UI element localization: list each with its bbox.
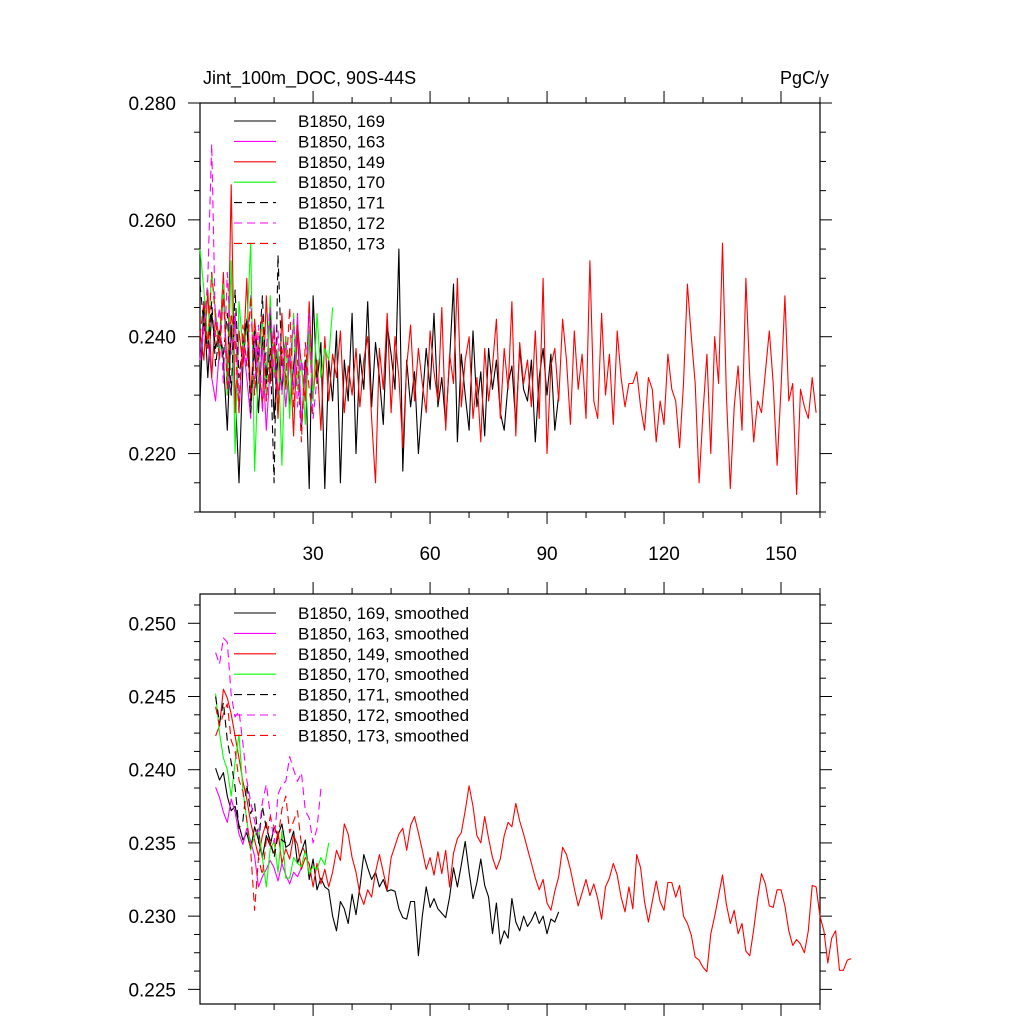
x-tick-label: 60 xyxy=(419,544,440,565)
legend-label: B1850, 172 xyxy=(298,214,385,233)
legend-label: B1850, 171 xyxy=(298,194,385,213)
series-line xyxy=(215,696,287,859)
series-line xyxy=(215,703,306,911)
series-line xyxy=(215,693,330,888)
legend-label: B1850, 169 xyxy=(298,112,385,131)
legend-label: B1850, 172, smoothed xyxy=(298,706,469,725)
plot-frame xyxy=(199,593,821,1005)
y-tick-label: 0.245 xyxy=(128,688,176,709)
legend-label: B1850, 163, smoothed xyxy=(298,624,469,643)
y-tick-label: 0.280 xyxy=(128,94,176,115)
series-line xyxy=(215,688,852,973)
legend-label: B1850, 149, smoothed xyxy=(298,645,469,664)
x-tick-label: 150 xyxy=(765,544,797,565)
series-line xyxy=(215,637,322,844)
legend-label: B1850, 170, smoothed xyxy=(298,665,469,684)
legend-label: B1850, 173, smoothed xyxy=(298,726,469,745)
legend-label: B1850, 170 xyxy=(298,173,385,192)
y-tick-label: 0.260 xyxy=(128,211,176,232)
legend-label: B1850, 163 xyxy=(298,132,385,151)
x-tick-label: 90 xyxy=(536,544,557,565)
legend-label: B1850, 169, smoothed xyxy=(298,604,469,623)
top-chart-panel: Jint_100m_DOC, 90S-44S PgC/y 30 60 90 120 15… xyxy=(128,68,832,565)
legend-label: B1850, 171, smoothed xyxy=(298,686,469,705)
y-tick-label: 0.225 xyxy=(128,980,176,1001)
y-tick-label: 0.240 xyxy=(128,328,176,349)
y-tick-label: 0.240 xyxy=(128,761,176,782)
y-tick-label: 0.235 xyxy=(128,834,176,855)
series-line xyxy=(199,254,283,484)
series-line xyxy=(215,768,560,957)
x-tick-label: 30 xyxy=(303,544,324,565)
series-line xyxy=(199,143,318,420)
units-label: PgC/y xyxy=(780,68,829,88)
legend-label: B1850, 149 xyxy=(298,153,385,172)
legend-label: B1850, 173 xyxy=(298,234,385,253)
chart-title: Jint_100m_DOC, 90S-44S xyxy=(203,68,416,89)
y-tick-label: 0.250 xyxy=(128,614,176,635)
y-tick-label: 0.230 xyxy=(128,907,176,928)
y-tick-label: 0.220 xyxy=(128,445,176,466)
bottom-chart-panel: 0.225 0.230 0.235 0.240 0.245 0.250 B1850, 169… xyxy=(128,582,852,1016)
x-tick-label: 120 xyxy=(648,544,680,565)
plot-frame xyxy=(199,102,821,513)
series-line xyxy=(199,271,314,443)
